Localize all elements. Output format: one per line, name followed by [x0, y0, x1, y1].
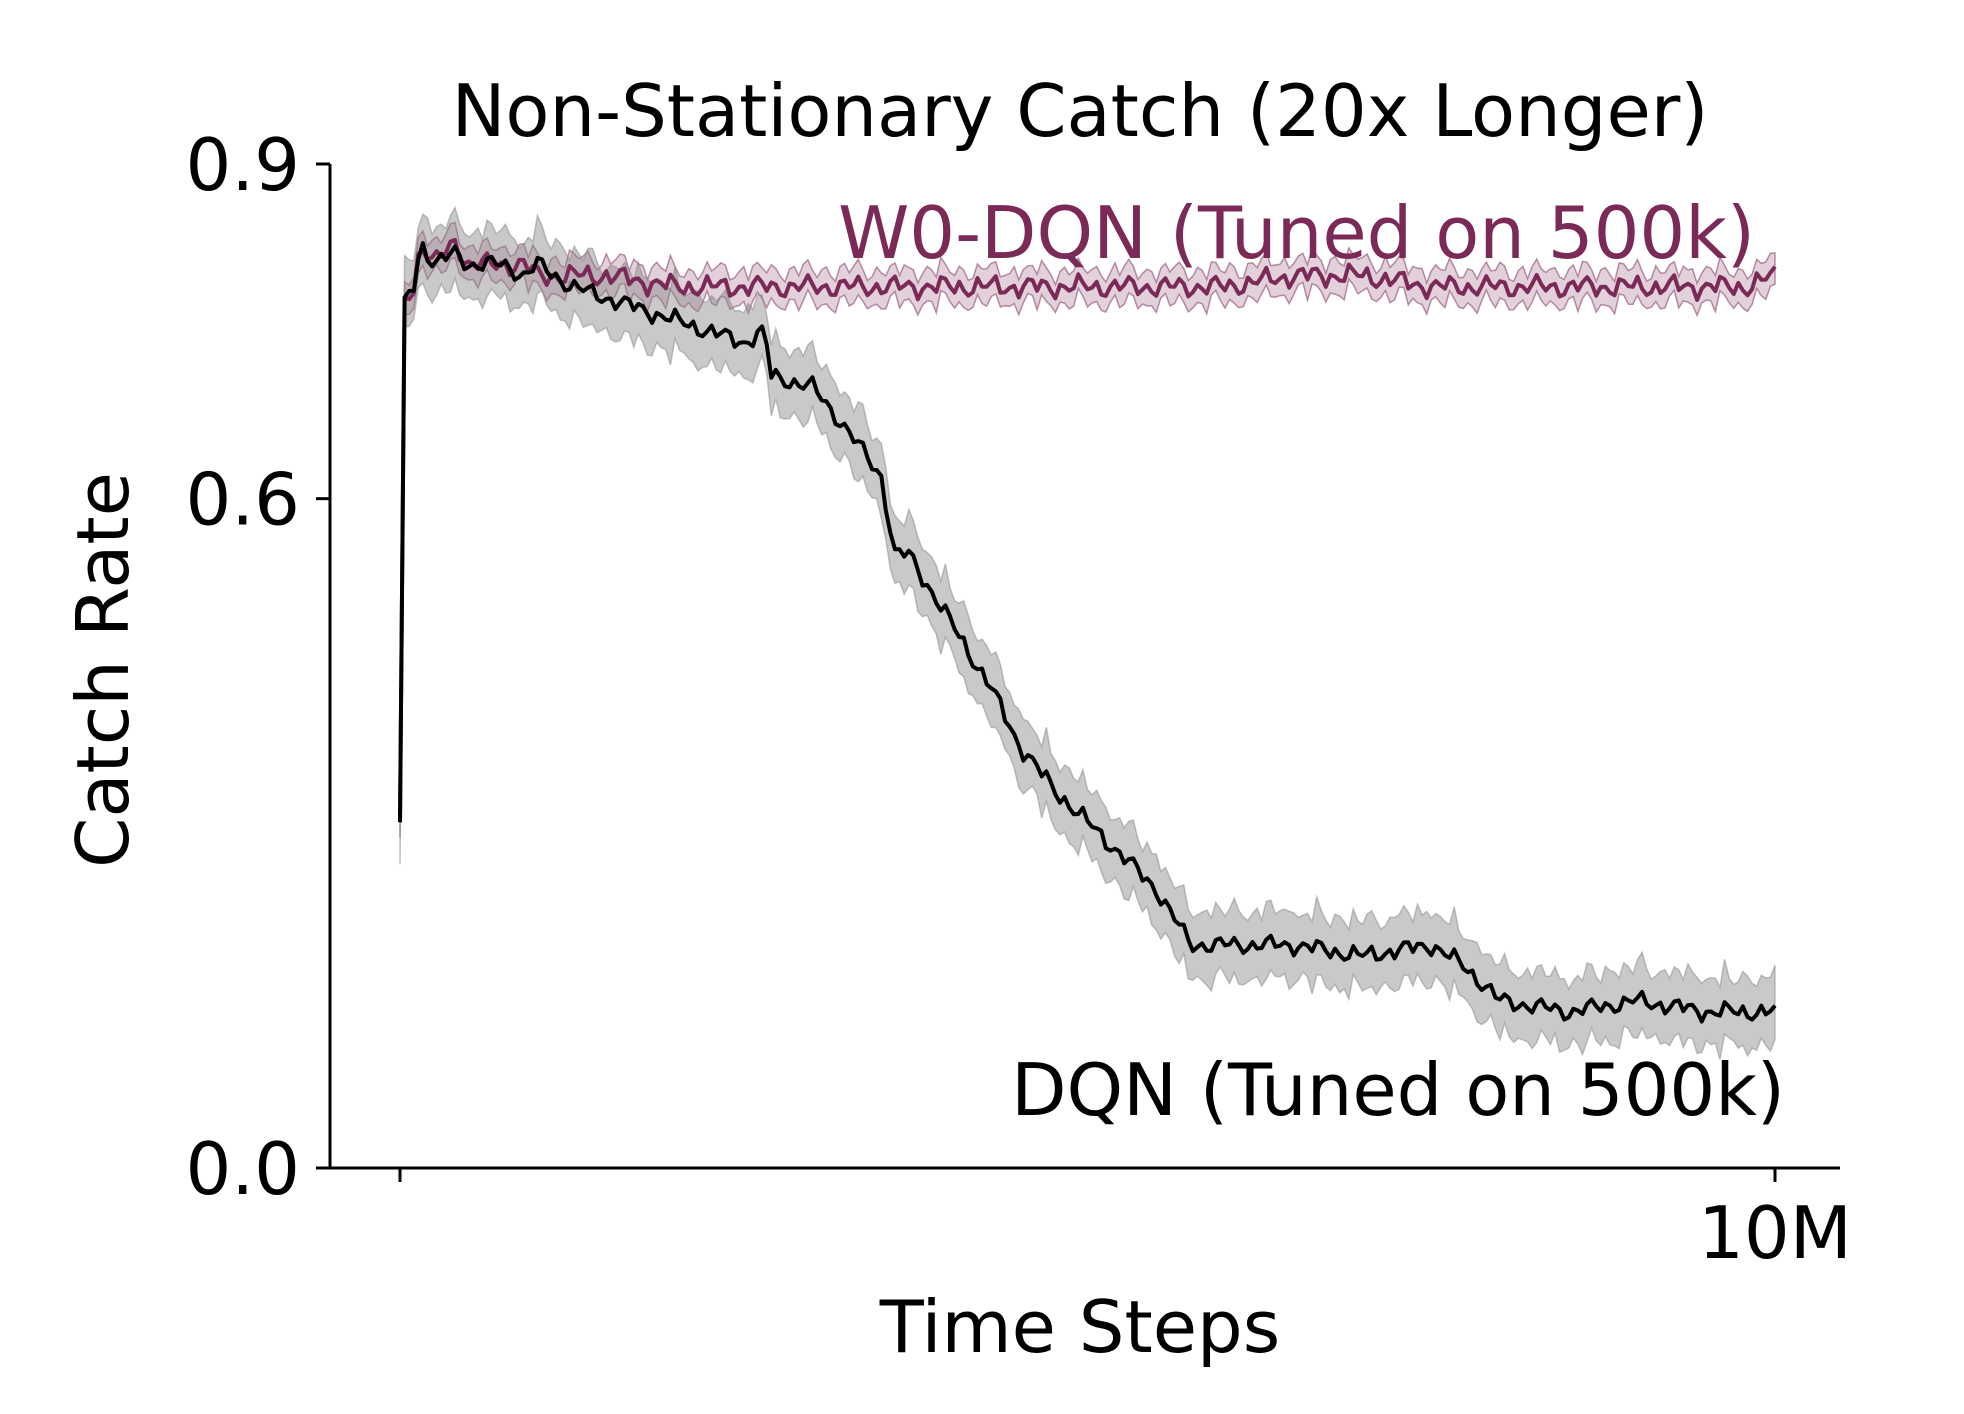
band-series-1 [399, 205, 1776, 1060]
x-ticks: 10M [398, 1168, 1852, 1275]
y-tick-label: 0.6 [185, 458, 300, 542]
line-series-1 [398, 241, 1777, 1024]
series-label-dqn: DQN (Tuned on 500k) [1011, 1048, 1785, 1132]
series-lines [398, 237, 1777, 1024]
confidence-bands [399, 205, 1776, 1060]
line-series-0 [398, 237, 1777, 823]
y-axis-label: Catch Rate [61, 472, 145, 868]
y-tick-label: 0.9 [185, 123, 300, 207]
x-axis-label: Time Steps [879, 1285, 1281, 1369]
y-tick-label: 0.0 [185, 1127, 300, 1211]
chart-title: Non-Stationary Catch (20x Longer) [452, 69, 1709, 153]
x-tick-label: 10M [1698, 1191, 1852, 1275]
band-series-0 [399, 221, 1776, 838]
y-ticks: 0.0 0.6 0.9 [185, 123, 330, 1211]
series-label-w0-dqn: W0-DQN (Tuned on 500k) [838, 191, 1755, 275]
